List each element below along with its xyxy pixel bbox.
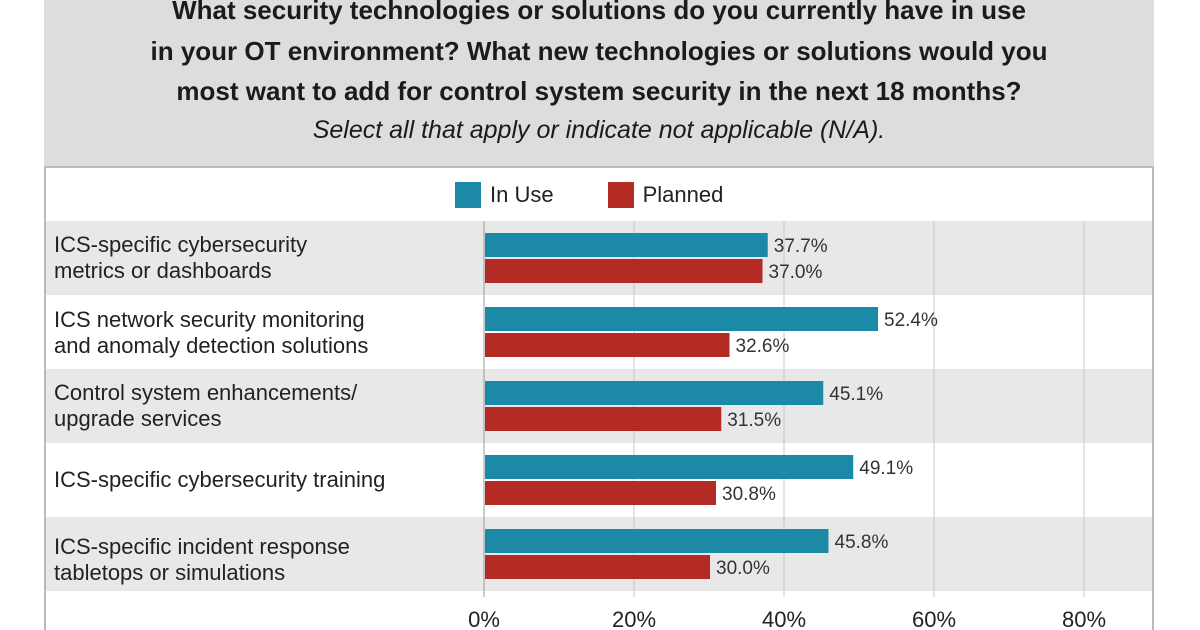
- x-tick-label-20: 20%: [612, 607, 656, 630]
- bar-planned-1: [485, 259, 763, 283]
- category-label-4-line1: ICS-specific cybersecurity training: [54, 467, 386, 492]
- category-label-2-line2: and anomaly detection solutions: [54, 333, 369, 358]
- category-label-1-line1: ICS-specific cybersecurity: [54, 232, 308, 257]
- x-tick-label-60: 60%: [912, 607, 956, 630]
- category-label-2-line1: ICS network security monitoring: [54, 307, 365, 332]
- category-label-2: ICS network security monitoring and anom…: [54, 305, 474, 361]
- category-label-3-line1: Control system enhancements/: [54, 380, 358, 405]
- left-border: [44, 0, 46, 630]
- bar-label-planned-5: 30.0%: [716, 558, 770, 579]
- category-label-4: ICS-specific cybersecurity training: [54, 452, 474, 508]
- bar-planned-4: [485, 481, 716, 505]
- bar-in-use-4: [485, 455, 854, 479]
- question-header: What security technologies or solutions …: [44, 0, 1154, 168]
- bar-planned-3: [485, 407, 722, 431]
- question-line-2: in your OT environment? What new technol…: [150, 36, 1048, 66]
- bar-label-planned-4: 30.8%: [722, 484, 776, 505]
- bar-label-in-use-5: 45.8%: [835, 532, 889, 553]
- category-label-5-line1: ICS-specific incident response: [54, 534, 350, 559]
- x-tick-label-80: 80%: [1062, 607, 1106, 630]
- category-label-3-line2: upgrade services: [54, 406, 222, 431]
- bar-label-planned-1: 37.0%: [769, 262, 823, 283]
- category-label-5-line2: tabletops or simulations: [54, 560, 286, 585]
- category-label-5: ICS-specific incident response tabletops…: [54, 532, 474, 588]
- bar-label-in-use-1: 37.7%: [774, 236, 828, 257]
- category-label-3: Control system enhancements/ upgrade ser…: [54, 378, 474, 434]
- bar-planned-5: [485, 555, 710, 579]
- legend-swatch-in-use: [455, 182, 481, 208]
- question-line-1: What security technologies or solutions …: [172, 0, 1026, 25]
- bar-label-planned-2: 32.6%: [736, 336, 790, 357]
- bar-in-use-5: [485, 529, 829, 553]
- bar-in-use-3: [485, 381, 824, 405]
- category-label-1: ICS-specific cybersecurity metrics or da…: [54, 230, 474, 286]
- bar-in-use-1: [485, 233, 768, 257]
- question-line-3: most want to add for control system secu…: [176, 76, 1022, 106]
- x-tick-label-40: 40%: [762, 607, 806, 630]
- legend-label-in-use: In Use: [490, 182, 554, 207]
- chart-legend: In Use Planned: [455, 180, 777, 210]
- right-border: [1152, 0, 1154, 630]
- legend-swatch-planned: [607, 182, 634, 208]
- legend-label-planned: Planned: [642, 182, 724, 207]
- bar-in-use-2: [485, 307, 878, 331]
- bar-planned-2: [485, 333, 730, 357]
- bar-label-in-use-2: 52.4%: [884, 310, 938, 331]
- bar-label-in-use-3: 45.1%: [829, 384, 883, 405]
- instruction-text: Select all that apply or indicate not ap…: [312, 116, 886, 144]
- category-label-1-line2: metrics or dashboards: [54, 258, 272, 283]
- bar-label-in-use-4: 49.1%: [859, 458, 913, 479]
- bar-label-planned-3: 31.5%: [727, 410, 781, 431]
- x-tick-label-0: 0%: [468, 607, 500, 630]
